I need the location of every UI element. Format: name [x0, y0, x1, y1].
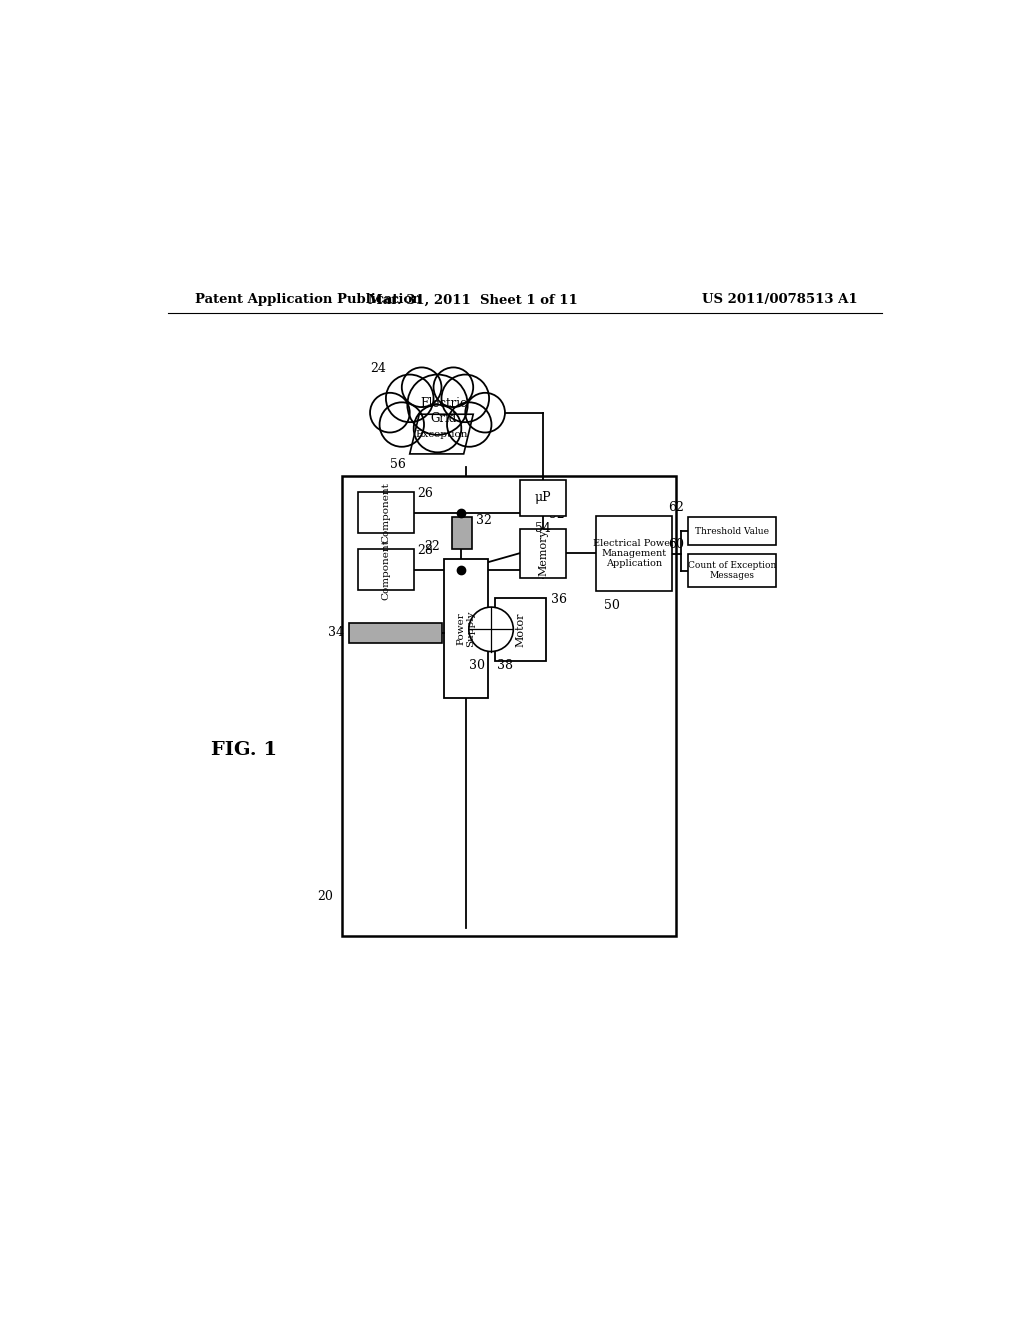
Circle shape — [370, 393, 410, 433]
Text: 38: 38 — [498, 660, 513, 672]
Text: Component: Component — [381, 540, 390, 601]
Text: 52: 52 — [550, 508, 565, 520]
Bar — [342, 477, 676, 936]
Bar — [443, 560, 487, 698]
Text: US 2011/0078513 A1: US 2011/0078513 A1 — [702, 293, 858, 306]
Circle shape — [469, 607, 513, 652]
Text: 50: 50 — [604, 599, 621, 612]
Bar — [358, 492, 414, 533]
Text: 54: 54 — [536, 523, 551, 535]
Text: Electric
Grid: Electric Grid — [421, 397, 467, 425]
Text: 62: 62 — [669, 502, 684, 515]
Text: Mar. 31, 2011  Sheet 1 of 11: Mar. 31, 2011 Sheet 1 of 11 — [369, 293, 579, 306]
Text: 32: 32 — [476, 515, 493, 527]
Text: Power
Supply: Power Supply — [456, 611, 475, 647]
Text: Count of Exception
Messages: Count of Exception Messages — [688, 561, 776, 581]
Bar — [452, 517, 472, 549]
Bar — [688, 517, 775, 545]
Circle shape — [408, 375, 468, 434]
Text: 22: 22 — [424, 540, 440, 553]
Text: 60: 60 — [669, 537, 684, 550]
Text: Component: Component — [381, 482, 390, 543]
Circle shape — [401, 367, 441, 407]
Circle shape — [414, 405, 461, 453]
Text: 36: 36 — [551, 593, 567, 606]
Bar — [596, 516, 672, 591]
Text: μP: μP — [535, 491, 551, 504]
Text: Memory: Memory — [538, 529, 548, 577]
Text: 20: 20 — [316, 890, 333, 903]
Bar — [520, 528, 566, 578]
Bar — [520, 480, 566, 516]
Text: Electrical Power
Management
Application: Electrical Power Management Application — [593, 539, 675, 569]
Text: Exception: Exception — [415, 429, 468, 438]
Text: 56: 56 — [390, 458, 406, 471]
Circle shape — [386, 375, 433, 422]
Polygon shape — [410, 414, 473, 454]
Circle shape — [441, 375, 489, 422]
Text: 34: 34 — [328, 627, 344, 639]
Text: 28: 28 — [418, 544, 433, 557]
Bar — [688, 554, 775, 587]
Circle shape — [447, 403, 492, 446]
Text: Motor: Motor — [515, 612, 525, 647]
Bar — [358, 549, 414, 590]
Circle shape — [465, 393, 505, 433]
Text: Threshold Value: Threshold Value — [695, 527, 769, 536]
Bar — [495, 598, 546, 661]
Text: 26: 26 — [418, 487, 433, 500]
Bar — [348, 623, 442, 643]
Text: Patent Application Publication: Patent Application Publication — [196, 293, 422, 306]
Text: FIG. 1: FIG. 1 — [211, 741, 278, 759]
Circle shape — [380, 403, 424, 446]
Circle shape — [433, 367, 473, 407]
Text: 30: 30 — [469, 660, 484, 672]
Text: 24: 24 — [370, 363, 386, 375]
